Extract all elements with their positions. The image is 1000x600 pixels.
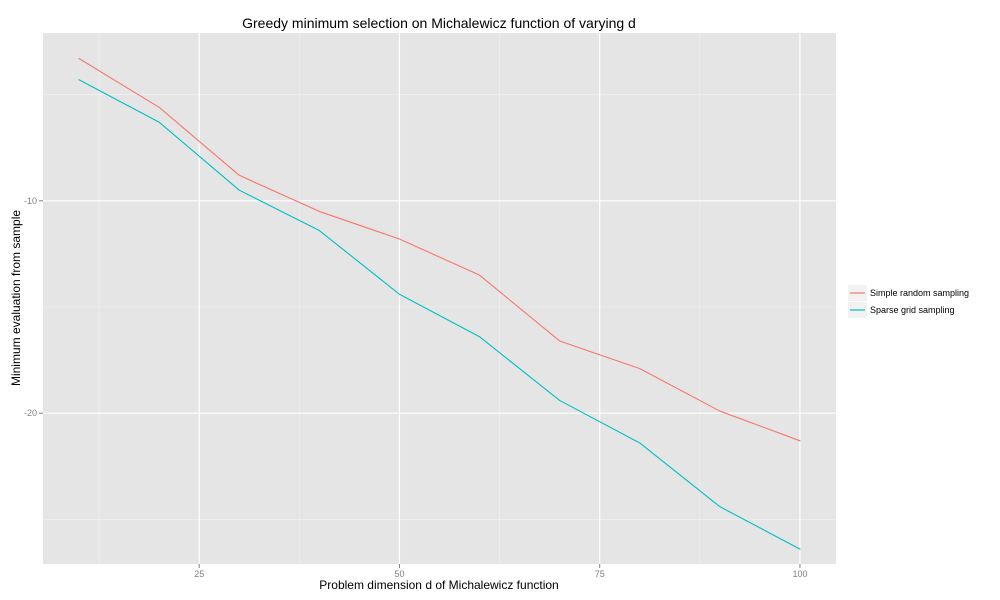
series-2-point bbox=[638, 441, 641, 444]
x-tick-label: 25 bbox=[194, 569, 204, 579]
series-1-point bbox=[398, 238, 401, 241]
series-line-1 bbox=[78, 57, 801, 442]
x-tick-label: 100 bbox=[792, 569, 807, 579]
series-1-point bbox=[478, 274, 481, 277]
series-1-point bbox=[238, 174, 241, 177]
legend-label: Sparse grid sampling bbox=[870, 305, 955, 315]
series-1-point bbox=[318, 210, 321, 213]
series-2-point bbox=[78, 78, 81, 81]
series-1-point bbox=[78, 57, 81, 60]
series-1-point bbox=[158, 106, 161, 109]
legend-label: Simple random sampling bbox=[870, 288, 969, 298]
series-2-point bbox=[798, 548, 801, 551]
series-2-point bbox=[318, 229, 321, 232]
series-1-point bbox=[798, 439, 801, 442]
x-tick-label: 50 bbox=[394, 569, 404, 579]
series-2-point bbox=[238, 189, 241, 192]
y-tick-label: -10 bbox=[24, 196, 37, 206]
series-1-point bbox=[718, 410, 721, 413]
series-1-point bbox=[558, 339, 561, 342]
series-2-point bbox=[398, 293, 401, 296]
chart-title: Greedy minimum selection on Michalewicz … bbox=[242, 15, 636, 31]
series-2-point bbox=[158, 121, 161, 124]
plot-panel bbox=[43, 33, 836, 564]
series-2-point bbox=[558, 399, 561, 402]
series-line-2 bbox=[78, 79, 801, 550]
y-tick-label: -20 bbox=[24, 408, 37, 418]
x-axis-title: Problem dimension d of Michalewicz funct… bbox=[319, 578, 558, 592]
x-tick-label: 75 bbox=[595, 569, 605, 579]
y-axis-title: Minimum evaluation from sample bbox=[9, 210, 23, 386]
series-2-point bbox=[718, 505, 721, 508]
series-2-point bbox=[478, 335, 481, 338]
series-1-point bbox=[638, 367, 641, 370]
